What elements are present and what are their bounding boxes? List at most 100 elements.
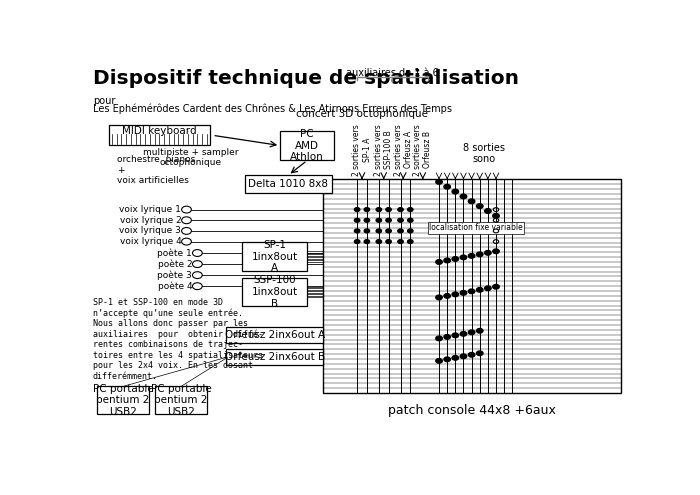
Circle shape bbox=[452, 256, 458, 261]
Text: 2 sorties vers
Orfeusz A: 2 sorties vers Orfeusz A bbox=[393, 124, 413, 176]
Text: orchestre  pianos
+
voix artificielles: orchestre pianos + voix artificielles bbox=[118, 155, 195, 185]
Text: 2 sorties vers
SP-1 A: 2 sorties vers SP-1 A bbox=[352, 124, 372, 176]
Circle shape bbox=[477, 252, 483, 256]
Text: poète 2: poète 2 bbox=[158, 259, 192, 269]
Circle shape bbox=[493, 213, 499, 218]
Circle shape bbox=[386, 240, 391, 244]
Text: multipiste + sampler
octophonique: multipiste + sampler octophonique bbox=[143, 148, 238, 167]
Circle shape bbox=[460, 291, 467, 295]
Bar bbox=[245, 175, 332, 193]
Circle shape bbox=[354, 240, 360, 244]
Circle shape bbox=[364, 240, 370, 244]
Circle shape bbox=[444, 294, 450, 298]
Circle shape bbox=[436, 358, 442, 363]
Text: poète 1: poète 1 bbox=[158, 248, 192, 258]
Circle shape bbox=[444, 335, 450, 339]
Circle shape bbox=[460, 332, 467, 336]
Text: SP-1
1inx8out
A: SP-1 1inx8out A bbox=[251, 240, 298, 273]
Circle shape bbox=[452, 333, 458, 338]
Circle shape bbox=[354, 218, 360, 222]
Bar bbox=[242, 278, 307, 306]
Circle shape bbox=[386, 208, 391, 211]
Circle shape bbox=[436, 180, 442, 184]
Circle shape bbox=[484, 250, 491, 255]
Text: concert 3D octophonique: concert 3D octophonique bbox=[296, 109, 428, 119]
Circle shape bbox=[468, 289, 475, 294]
Text: Les Ephémérôdes Cardent des Chrônes & Les Atirnons Erreurs des Temps: Les Ephémérôdes Cardent des Chrônes & Le… bbox=[93, 103, 452, 114]
Circle shape bbox=[468, 199, 475, 203]
Text: Orfeusz 2inx6out A: Orfeusz 2inx6out A bbox=[225, 330, 325, 340]
Circle shape bbox=[376, 240, 382, 244]
Text: Dispositif technique de spatialisation: Dispositif technique de spatialisation bbox=[93, 69, 519, 88]
Circle shape bbox=[407, 240, 413, 244]
Text: 8 sorties
sono: 8 sorties sono bbox=[463, 143, 505, 164]
Circle shape bbox=[386, 218, 391, 222]
Circle shape bbox=[477, 288, 483, 292]
Text: localisation fixe variable: localisation fixe variable bbox=[429, 223, 523, 232]
Text: voix lyrique 1: voix lyrique 1 bbox=[120, 205, 181, 214]
Text: PC portable
pentium 2
USB2: PC portable pentium 2 USB2 bbox=[150, 384, 211, 417]
Text: auxiliaires de 1 à 6: auxiliaires de 1 à 6 bbox=[346, 68, 439, 78]
Bar bbox=[226, 349, 323, 365]
Circle shape bbox=[452, 292, 458, 297]
Circle shape bbox=[398, 229, 403, 233]
Circle shape bbox=[484, 286, 491, 291]
Circle shape bbox=[364, 229, 370, 233]
Circle shape bbox=[460, 194, 467, 198]
Text: SSP-100
1inx8out
B: SSP-100 1inx8out B bbox=[251, 276, 298, 309]
Text: poète 3: poète 3 bbox=[158, 270, 192, 280]
Circle shape bbox=[376, 218, 382, 222]
Bar bbox=[109, 125, 209, 145]
Bar bbox=[97, 387, 149, 414]
Circle shape bbox=[354, 208, 360, 211]
Circle shape bbox=[493, 249, 499, 253]
Circle shape bbox=[444, 258, 450, 263]
Text: poète 4: poète 4 bbox=[158, 282, 192, 291]
Text: PC
AMD
Athlon: PC AMD Athlon bbox=[290, 129, 324, 162]
Circle shape bbox=[398, 218, 403, 222]
Text: 2 sorties vers
Orfeusz B: 2 sorties vers Orfeusz B bbox=[413, 124, 433, 176]
Text: patch console 44x8 +6aux: patch console 44x8 +6aux bbox=[389, 404, 556, 417]
Text: PC portable
pentium 2
USB2: PC portable pentium 2 USB2 bbox=[92, 384, 153, 417]
Bar bbox=[323, 180, 621, 393]
Circle shape bbox=[468, 330, 475, 335]
Circle shape bbox=[407, 218, 413, 222]
Circle shape bbox=[398, 240, 403, 244]
Circle shape bbox=[386, 229, 391, 233]
Text: voix lyrique 2: voix lyrique 2 bbox=[120, 216, 181, 225]
Circle shape bbox=[460, 354, 467, 358]
Circle shape bbox=[436, 260, 442, 264]
Text: SP-1 et SSP-100 en mode 3D
n’accepte qu’une seule entrée.
Nous allons donc passe: SP-1 et SSP-100 en mode 3D n’accepte qu’… bbox=[93, 297, 263, 381]
Circle shape bbox=[477, 329, 483, 333]
Bar bbox=[280, 131, 335, 160]
Bar bbox=[155, 387, 207, 414]
Bar bbox=[242, 243, 307, 271]
Circle shape bbox=[407, 229, 413, 233]
Circle shape bbox=[376, 208, 382, 211]
Text: pour: pour bbox=[93, 96, 116, 105]
Circle shape bbox=[452, 355, 458, 360]
Circle shape bbox=[460, 255, 467, 260]
Circle shape bbox=[376, 229, 382, 233]
Circle shape bbox=[444, 185, 450, 189]
Bar bbox=[226, 327, 323, 343]
Circle shape bbox=[436, 336, 442, 341]
Circle shape bbox=[477, 204, 483, 208]
Circle shape bbox=[452, 189, 458, 194]
Circle shape bbox=[493, 285, 499, 289]
Text: voix lyrique 3: voix lyrique 3 bbox=[120, 226, 181, 236]
Text: Orfeusz 2inx6out B: Orfeusz 2inx6out B bbox=[225, 352, 325, 362]
Circle shape bbox=[484, 209, 491, 213]
Text: MIDI keyboard: MIDI keyboard bbox=[122, 126, 197, 136]
Circle shape bbox=[398, 208, 403, 211]
Text: Delta 1010 8x8: Delta 1010 8x8 bbox=[248, 179, 328, 189]
Circle shape bbox=[468, 253, 475, 258]
Circle shape bbox=[354, 229, 360, 233]
Circle shape bbox=[407, 208, 413, 211]
Circle shape bbox=[444, 357, 450, 362]
Circle shape bbox=[436, 295, 442, 299]
Circle shape bbox=[468, 352, 475, 357]
Circle shape bbox=[477, 351, 483, 355]
Text: voix lyrique 4: voix lyrique 4 bbox=[120, 237, 181, 246]
Text: 2 sorties vers
SSP-100 B: 2 sorties vers SSP-100 B bbox=[374, 124, 393, 176]
